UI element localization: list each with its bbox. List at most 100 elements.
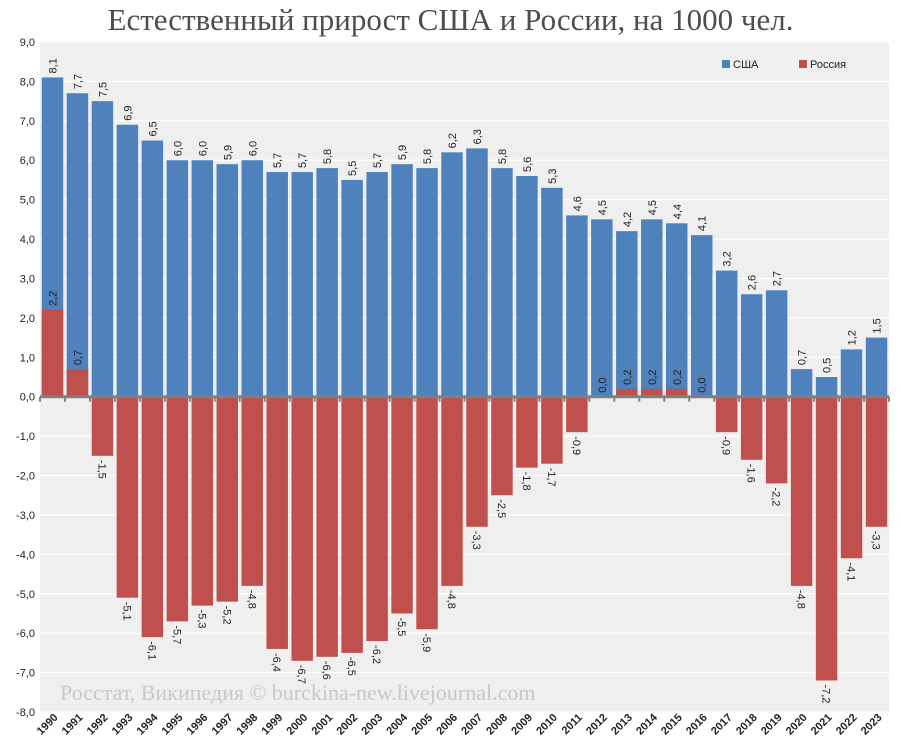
bar-russia [91,396,114,456]
data-label-usa: 5,5 [347,161,359,176]
bar-russia [740,396,763,460]
bar-russia [840,396,863,559]
bar-usa [141,140,164,397]
x-tick-label: 2010 [534,712,560,738]
data-label-russia: -4,8 [795,590,807,609]
bar-russia [66,369,89,397]
x-tick-label: 1995 [160,712,186,738]
bar-usa [815,377,838,397]
x-tick-label: 2000 [285,712,311,738]
bar-russia [765,396,788,484]
data-label-usa: 3,2 [722,251,734,266]
y-tick-label: 6,0 [20,155,35,167]
x-tick-label: 1992 [85,712,111,738]
data-label-usa: 6,0 [172,141,184,156]
bar-russia [516,396,538,468]
data-label-russia: 0,2 [622,370,634,385]
y-tick-label: 0,0 [20,392,35,404]
data-label-russia: -6,1 [145,641,157,660]
y-tick-label: -5,0 [16,589,35,601]
data-label-russia: -4,1 [845,562,857,581]
data-label-russia: -1,7 [545,468,557,487]
data-label-russia: 0,2 [647,370,659,385]
bar-usa [391,164,413,397]
bar-russia [865,396,888,527]
data-label-russia: -5,3 [195,610,207,629]
bar-usa [466,148,488,397]
bar-russia [790,396,813,586]
data-label-usa: 6,0 [197,141,209,156]
x-tick-label: 2019 [759,712,785,738]
x-tick-label: 1994 [135,711,161,737]
data-label-russia: -6,4 [270,653,282,672]
x-tick-label: 2021 [809,712,835,738]
bar-usa [366,172,388,397]
data-label-usa: 4,5 [647,200,659,215]
data-label-usa: 4,4 [672,204,684,219]
data-label-russia: -6,6 [320,661,332,680]
legend-label-russia: Россия [810,59,846,71]
data-label-usa: 2,6 [747,275,759,290]
bar-usa [216,164,239,397]
data-label-russia: 0,2 [672,370,684,385]
data-label-usa: 1,5 [872,318,884,333]
bar-usa [241,160,263,397]
x-tick-label: 2006 [434,712,460,738]
chart-title: Естественный прирост США и России, на 10… [107,2,794,37]
legend-label-usa: США [733,59,759,71]
bar-usa [291,172,313,397]
bar-usa [491,168,513,397]
bar-usa [66,93,89,397]
data-label-usa: 5,8 [422,149,434,164]
data-label-russia: -3,3 [870,531,882,550]
bar-usa [441,152,463,397]
bar-russia [815,396,838,681]
x-tick-label: 1991 [60,712,86,738]
bar-russia [666,388,688,397]
y-tick-label: 3,0 [20,273,35,285]
bar-russia [141,396,164,638]
data-label-russia: -6,7 [295,665,307,684]
data-label-russia: -4,8 [445,590,457,609]
x-tick-label: 1990 [35,712,61,738]
x-tick-label: 1999 [260,712,286,738]
data-label-usa: 5,7 [372,153,384,168]
x-tick-label: 2005 [409,712,435,738]
bar-usa [541,187,563,397]
data-label-russia: -5,2 [220,606,232,625]
x-tick-label: 2002 [334,712,360,738]
bar-usa [566,215,588,397]
data-label-usa: 1,2 [847,330,859,345]
bar-russia [491,396,513,496]
bar-usa [591,219,613,397]
bar-russia [715,396,738,433]
x-tick-label: 2016 [684,712,710,738]
bar-usa [666,223,688,397]
bar-usa [790,369,813,397]
bar-russia [466,396,488,527]
legend-swatch-usa [722,60,730,68]
data-label-usa: 4,1 [697,216,709,231]
data-label-usa: 0,7 [797,350,809,365]
x-tick-label: 2014 [634,711,660,737]
bar-russia [641,388,663,397]
data-label-russia: 0,0 [597,377,609,392]
x-tick-label: 2008 [484,712,510,738]
bar-russia [566,396,588,433]
data-label-usa: 2,7 [772,271,784,286]
data-label-usa: 6,9 [122,105,134,120]
y-tick-label: -6,0 [16,628,35,640]
bar-russia [366,396,388,642]
data-label-russia: -5,7 [170,625,182,644]
bar-russia [266,396,288,649]
bar-usa [191,160,214,397]
data-label-usa: 0,5 [822,358,834,373]
data-label-usa: 5,8 [497,149,509,164]
bar-usa [316,168,338,397]
data-label-russia: -1,6 [745,464,757,483]
data-label-usa: 6,3 [472,129,484,144]
data-label-usa: 7,7 [72,74,84,89]
bar-usa [266,172,288,397]
bar-usa [840,349,863,397]
